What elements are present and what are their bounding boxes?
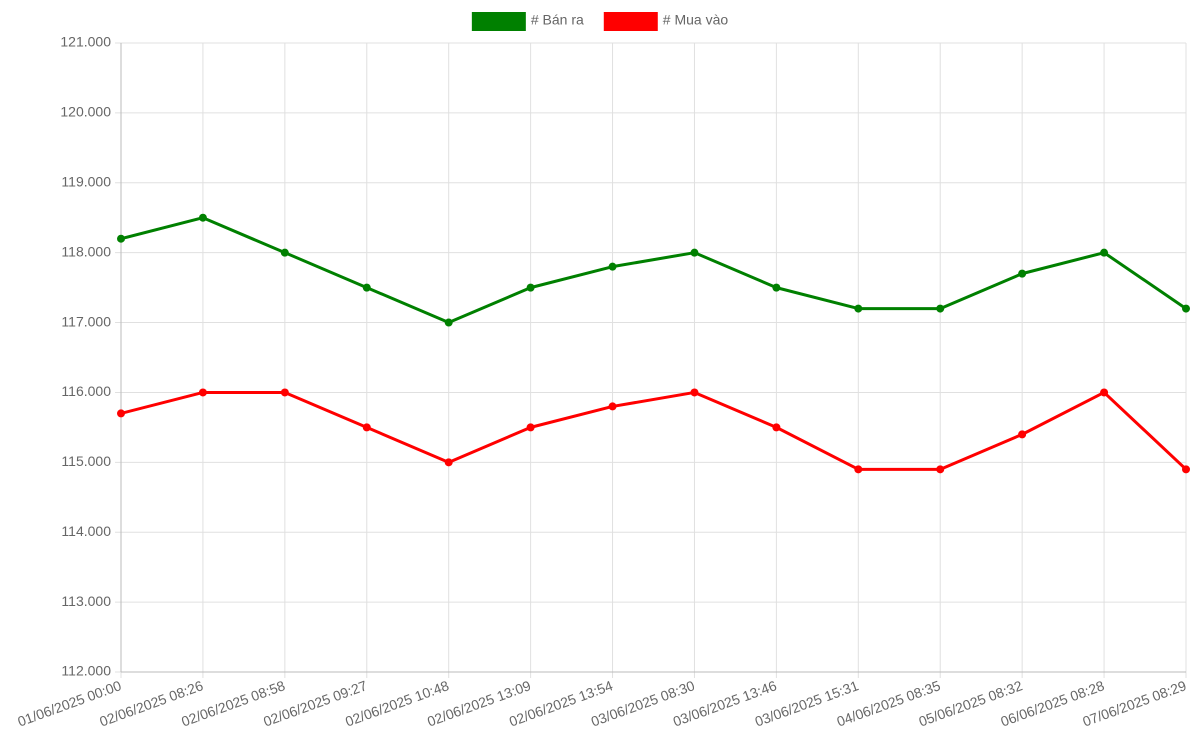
point [280,248,289,257]
y-tick-label: 121.000 [60,34,111,50]
y-tick-label: 117.000 [61,313,111,329]
y-tick-label: 119.000 [61,173,111,189]
legend-label: # Bán ra [531,12,584,28]
point [362,423,371,432]
point [690,248,699,257]
point [608,262,617,271]
y-tick-label: 113.000 [61,593,111,609]
legend-swatch [471,12,526,31]
point [362,283,371,292]
point [936,304,945,313]
point [117,409,125,418]
point [1018,430,1027,439]
point [198,213,207,222]
y-tick-label: 116.000 [61,383,111,399]
point [1182,304,1190,313]
point [1182,465,1190,474]
y-tick-label: 118.000 [61,243,111,259]
point [1100,388,1109,397]
point [198,388,207,397]
legend-swatch [603,12,658,31]
point [444,458,453,467]
y-tick-label: 114.000 [61,523,111,539]
point [1018,269,1027,278]
point [936,465,945,474]
point [772,423,781,432]
point [1100,248,1109,257]
point [526,283,535,292]
point [772,283,781,292]
y-tick-label: 115.000 [61,453,111,469]
series-line [120,216,1187,325]
point [690,388,699,397]
point [280,388,289,397]
series-line [120,390,1188,471]
point [854,465,863,474]
point [854,304,863,313]
y-tick-label: 112.000 [61,663,111,679]
y-tick-label: 120.000 [60,104,111,120]
point [444,318,453,327]
point [117,234,125,243]
legend-label: # Mua vào [663,12,729,28]
point [526,423,535,432]
point [608,402,617,411]
